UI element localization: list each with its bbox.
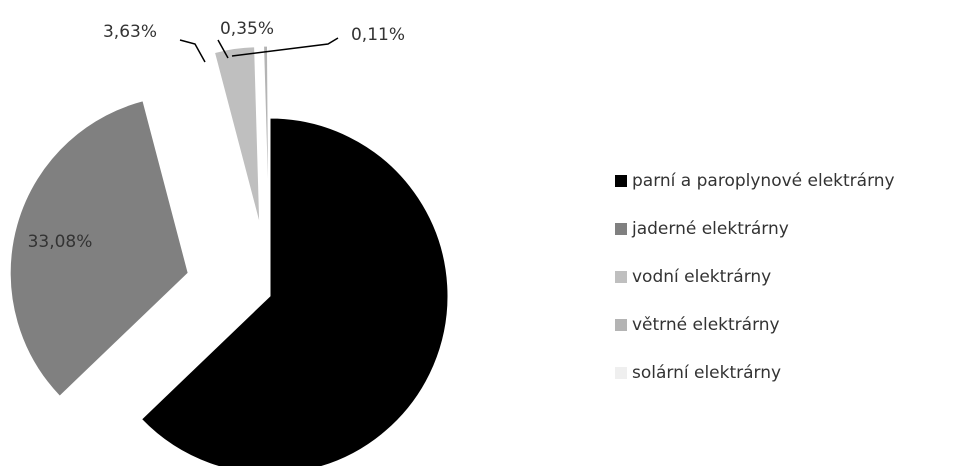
pie-slice bbox=[268, 45, 271, 225]
legend-label: vodní elektrárny bbox=[632, 267, 771, 287]
leader-line bbox=[217, 39, 229, 59]
legend-swatch bbox=[615, 223, 627, 235]
data-label: 0,11% bbox=[351, 25, 405, 45]
leader-line bbox=[231, 37, 339, 57]
legend-label: parní a paroplynové elektrárny bbox=[632, 171, 895, 191]
legend-swatch bbox=[615, 367, 627, 379]
legend-label: solární elektrárny bbox=[632, 363, 781, 383]
legend-swatch bbox=[615, 175, 627, 187]
pie-slice bbox=[213, 46, 261, 225]
pie-slice bbox=[263, 45, 270, 225]
legend-swatch bbox=[615, 319, 627, 331]
legend-label: jaderné elektrárny bbox=[631, 219, 789, 239]
leader-line bbox=[179, 39, 206, 63]
data-label: 33,08% bbox=[28, 232, 93, 252]
pie-slice bbox=[9, 100, 189, 397]
pie-slice bbox=[140, 117, 449, 466]
legend-label: větrné elektrárny bbox=[632, 315, 780, 335]
data-label: 3,63% bbox=[103, 22, 157, 42]
legend-swatch bbox=[615, 271, 627, 283]
data-label: 0,35% bbox=[220, 19, 274, 39]
